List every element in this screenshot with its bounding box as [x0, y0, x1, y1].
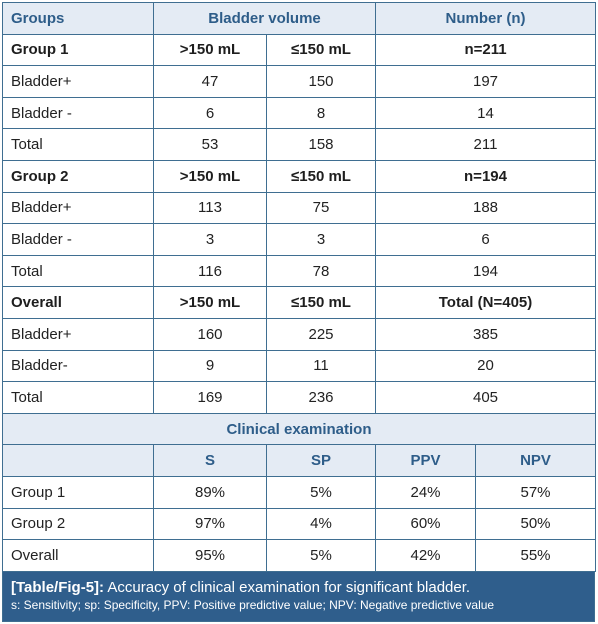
table-caption: [Table/Fig-5]: Accuracy of clinical exam…	[2, 571, 595, 622]
header-groups: Groups	[2, 2, 154, 35]
table-row: Bladder- 9 11 20	[2, 349, 596, 383]
row-label: Bladder+	[2, 317, 154, 351]
cell-npv: 55%	[475, 539, 596, 572]
cell-gt: 113	[153, 191, 267, 225]
table-row: Total 116 78 194	[2, 254, 596, 288]
cell-n: 194	[375, 254, 596, 288]
cell-le: 236	[266, 381, 376, 414]
clinical-header-sp: SP	[266, 444, 376, 477]
cell-sp: 4%	[266, 507, 376, 541]
cell-gt: 9	[153, 349, 267, 383]
n-label: n=194	[375, 159, 596, 193]
clinical-header-ppv: PPV	[375, 444, 476, 477]
group-label: Group 1	[2, 33, 154, 67]
row-label: Bladder -	[2, 96, 154, 130]
caption-ref: [Table/Fig-5]:	[11, 578, 105, 596]
cell-gt: 116	[153, 254, 267, 288]
col-gt-label: >150 mL	[153, 33, 267, 67]
row-label: Group 1	[2, 475, 154, 509]
cell-le: 150	[266, 65, 376, 98]
cell-sp: 5%	[266, 539, 376, 572]
row-label: Group 2	[2, 507, 154, 541]
cell-ppv: 60%	[375, 507, 476, 541]
table-row: Overall 95% 5% 42% 55%	[2, 539, 596, 572]
row-label: Bladder -	[2, 223, 154, 256]
row-label: Bladder+	[2, 191, 154, 225]
cell-gt: 6	[153, 96, 267, 130]
clinical-section-row: Clinical examination	[2, 412, 596, 446]
caption-title-line: [Table/Fig-5]: Accuracy of clinical exam…	[11, 578, 586, 597]
table-row: Bladder+ 160 225 385	[2, 317, 596, 351]
row-label: Total	[2, 128, 154, 161]
group-label: Group 2	[2, 159, 154, 193]
n-label: n=211	[375, 33, 596, 67]
cell-s: 89%	[153, 475, 267, 509]
table-header-row: Groups Bladder volume Number (n)	[2, 2, 596, 35]
table-row: Bladder - 6 8 14	[2, 96, 596, 130]
cell-n: 385	[375, 317, 596, 351]
cell-gt: 169	[153, 381, 267, 414]
col-gt-label: >150 mL	[153, 286, 267, 319]
table-row: Total 169 236 405	[2, 381, 596, 414]
group-header-row: Group 2 >150 mL ≤150 mL n=194	[2, 159, 596, 193]
cell-le: 11	[266, 349, 376, 383]
cell-s: 95%	[153, 539, 267, 572]
cell-n: 20	[375, 349, 596, 383]
cell-n: 405	[375, 381, 596, 414]
cell-ppv: 42%	[375, 539, 476, 572]
table-row: Bladder - 3 3 6	[2, 223, 596, 256]
cell-le: 78	[266, 254, 376, 288]
table-row: Total 53 158 211	[2, 128, 596, 161]
header-bladder-volume: Bladder volume	[153, 2, 376, 35]
group-header-row: Overall >150 mL ≤150 mL Total (N=405)	[2, 286, 596, 319]
col-le-label: ≤150 mL	[266, 33, 376, 67]
cell-le: 158	[266, 128, 376, 161]
table-row: Group 1 89% 5% 24% 57%	[2, 475, 596, 509]
cell-n: 188	[375, 191, 596, 225]
cell-gt: 160	[153, 317, 267, 351]
cell-n: 14	[375, 96, 596, 130]
cell-npv: 50%	[475, 507, 596, 541]
cell-le: 75	[266, 191, 376, 225]
caption-title: Accuracy of clinical examination for sig…	[107, 578, 471, 596]
row-label: Total	[2, 254, 154, 288]
cell-n: 197	[375, 65, 596, 98]
caption-legend: s: Sensitivity; sp: Specificity, PPV: Po…	[11, 597, 495, 612]
cell-gt: 53	[153, 128, 267, 161]
cell-gt: 47	[153, 65, 267, 98]
col-gt-label: >150 mL	[153, 159, 267, 193]
cell-s: 97%	[153, 507, 267, 541]
clinical-header-blank	[2, 444, 154, 477]
row-label: Bladder-	[2, 349, 154, 383]
n-label: Total (N=405)	[375, 286, 596, 319]
clinical-header-row: S SP PPV NPV	[2, 444, 596, 477]
header-number: Number (n)	[375, 2, 596, 35]
col-le-label: ≤150 mL	[266, 286, 376, 319]
cell-sp: 5%	[266, 475, 376, 509]
row-label: Bladder+	[2, 65, 154, 98]
bladder-volume-table: Groups Bladder volume Number (n) Group 1…	[2, 2, 596, 572]
clinical-header-npv: NPV	[475, 444, 596, 477]
row-label: Total	[2, 381, 154, 414]
table-row: Bladder+ 47 150 197	[2, 65, 596, 98]
cell-npv: 57%	[475, 475, 596, 509]
row-label: Overall	[2, 539, 154, 572]
cell-le: 3	[266, 223, 376, 256]
col-le-label: ≤150 mL	[266, 159, 376, 193]
cell-le: 225	[266, 317, 376, 351]
cell-n: 6	[375, 223, 596, 256]
cell-le: 8	[266, 96, 376, 130]
clinical-header-s: S	[153, 444, 267, 477]
cell-ppv: 24%	[375, 475, 476, 509]
cell-n: 211	[375, 128, 596, 161]
group-label: Overall	[2, 286, 154, 319]
group-header-row: Group 1 >150 mL ≤150 mL n=211	[2, 33, 596, 67]
clinical-section-title: Clinical examination	[2, 412, 596, 446]
table-row: Group 2 97% 4% 60% 50%	[2, 507, 596, 541]
table-row: Bladder+ 113 75 188	[2, 191, 596, 225]
cell-gt: 3	[153, 223, 267, 256]
